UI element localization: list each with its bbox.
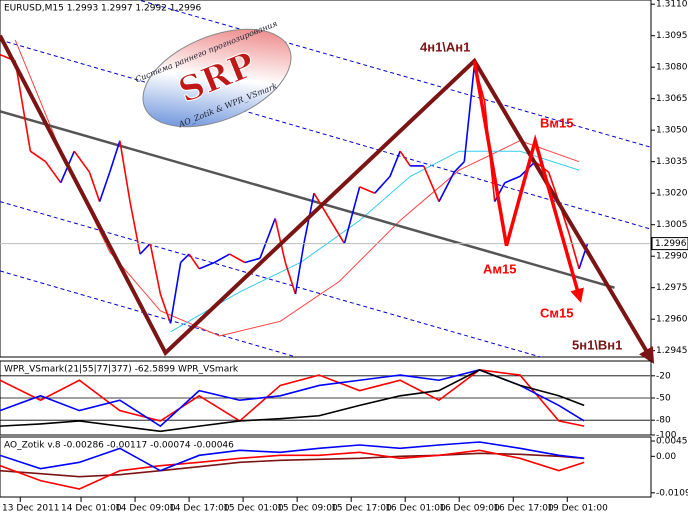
trend-line	[170, 150, 580, 333]
price-segment	[374, 175, 391, 194]
trend-line	[0, 201, 543, 357]
trend-line	[472, 60, 584, 303]
y-tick-label: 0.00459	[656, 437, 688, 447]
price-segment	[29, 150, 47, 163]
y-tick-label: 0.00	[656, 452, 676, 462]
price-segment	[423, 165, 440, 202]
y-tick-label: 1.2975	[656, 283, 688, 293]
price-segment	[214, 253, 230, 264]
y-tick-label: -0.01094	[656, 488, 688, 498]
trend-line	[0, 34, 655, 364]
x-tick-label: 15 Dec 01:00	[223, 504, 284, 514]
price-segment	[568, 232, 580, 270]
series-line	[0, 369, 585, 427]
y-tick-label: -20	[656, 371, 671, 381]
price-segment	[229, 253, 246, 264]
trend-line	[0, 39, 651, 230]
price-segment	[98, 171, 111, 202]
price-segment	[463, 65, 476, 162]
y-tick-label: 1.3065	[656, 94, 688, 104]
y-tick-label: 1.3095	[656, 31, 688, 41]
panel-frame	[0, 436, 652, 498]
price-segment	[188, 253, 200, 270]
x-tick-label: 15 Dec 09:00	[277, 504, 338, 514]
y-tick-label: 1.3005	[656, 220, 688, 230]
annotation: 5н1\Вн1	[572, 337, 622, 352]
price-segment	[129, 201, 141, 255]
price-segment	[73, 150, 91, 173]
plot-area	[0, 441, 585, 490]
trend-line	[0, 110, 615, 289]
y-tick-label: 1.3110	[656, 0, 688, 10]
y-tick-label: 1.3080	[656, 63, 688, 73]
last-price-box	[651, 237, 688, 251]
x-tick-label: 15 Dec 17:00	[331, 504, 392, 514]
price-segment	[343, 186, 361, 244]
price-segment	[88, 171, 101, 202]
price-segment	[198, 261, 215, 270]
price-segment	[119, 140, 131, 202]
price-segment	[493, 182, 506, 202]
price-segment	[169, 262, 182, 324]
panel-title: EURUSD,M15 1.2993 1.2997 1.2992 1.2996	[4, 4, 202, 14]
panel-title: WPR_VSmark(21|55|77|377) -62.5899 WPR_VS…	[4, 365, 239, 375]
price-segment	[149, 243, 162, 295]
price-segment	[359, 186, 376, 194]
price-segment	[399, 150, 411, 167]
y-tick-label: 1.2990	[656, 252, 688, 262]
price-segment	[14, 60, 32, 152]
x-tick-label: 14 Dec 09:00	[115, 504, 176, 514]
annotation: См15	[540, 305, 573, 320]
price-segment	[259, 218, 276, 259]
y-tick-label: -50	[656, 394, 671, 404]
price-segment	[453, 161, 465, 173]
x-tick-label: 16 Dec 17:00	[493, 504, 554, 514]
x-tick-label: 16 Dec 09:00	[439, 504, 500, 514]
y-tick-label: 1.2960	[656, 315, 688, 325]
price-segment	[44, 161, 62, 184]
price-segment	[438, 171, 455, 202]
y-tick-label: 1.2945	[656, 346, 688, 356]
trend-line	[0, 270, 298, 357]
annotation: Ам15	[483, 261, 516, 276]
panel-title: AO_Zotik v.8 -0.00286 -0.00117 -0.00074 …	[4, 441, 234, 451]
y-tick-label: 1.3050	[656, 126, 688, 136]
price-segment	[294, 243, 305, 295]
price-segment	[284, 262, 297, 295]
y-tick-label: -100	[656, 431, 677, 441]
x-tick-label: 16 Dec 01:00	[385, 504, 446, 514]
series-line	[0, 449, 585, 490]
price-segment	[180, 253, 190, 264]
price-segment	[159, 293, 172, 324]
price-segment	[328, 217, 346, 245]
price-segment	[389, 150, 401, 177]
logo-ellipse	[142, 28, 292, 128]
y-tick-label: -80	[656, 416, 671, 426]
last-price-label: 1.2996	[655, 239, 687, 249]
price-segment	[504, 175, 521, 184]
price-segment	[244, 257, 261, 264]
series-line	[0, 441, 585, 472]
x-tick-label: 19 Dec 01:00	[547, 504, 608, 514]
series-line	[0, 369, 585, 433]
plot-area	[0, 369, 650, 435]
price-segment	[139, 243, 151, 255]
y-tick-label: 1.3020	[656, 189, 688, 199]
plot-area	[0, 0, 651, 357]
x-tick-label: 13 Dec 2011	[2, 504, 60, 514]
annotation: Вм15	[540, 115, 573, 130]
price-segment	[274, 218, 287, 263]
y-tick-label: 1.3035	[656, 157, 688, 167]
annotation: 4н1\Ан1	[420, 39, 470, 54]
x-tick-label: 14 Dec 17:00	[169, 504, 230, 514]
trend-line	[136, 0, 651, 148]
x-tick-label: 14 Dec 01:00	[61, 504, 122, 514]
price-segment	[108, 140, 121, 173]
